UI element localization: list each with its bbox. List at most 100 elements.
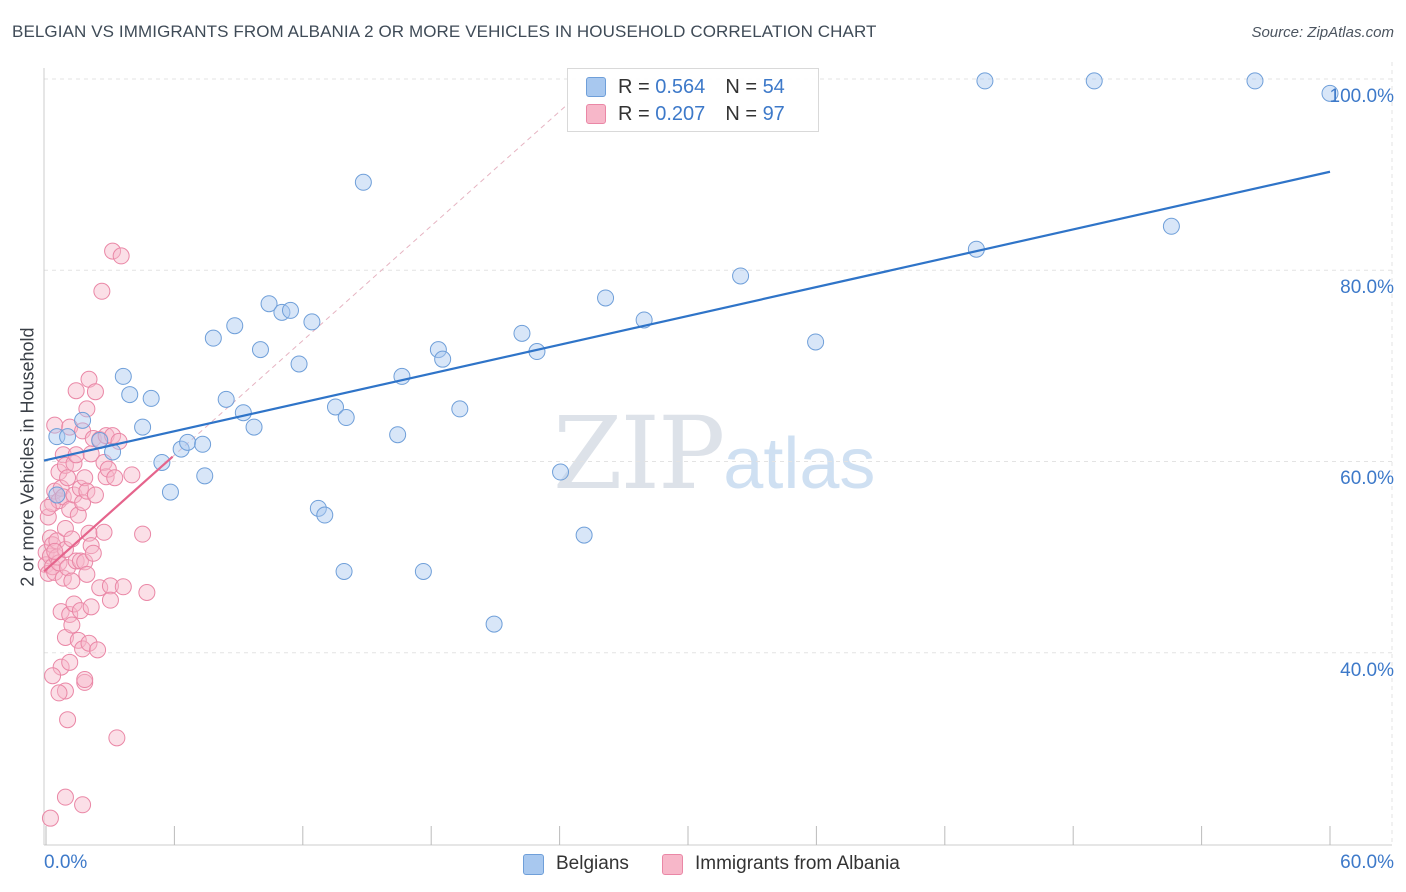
albania-point [63,530,81,548]
albania-point [91,579,109,597]
legend-row-belgians: R = 0.564 N = 54 [586,74,785,100]
belgian-point [48,486,66,504]
belgian-point [326,398,344,416]
albania-point [65,595,83,613]
belgian-point [161,483,179,501]
belgian-point [234,404,252,422]
correlation-legend: R = 0.564 N = 54 R = 0.207 N = 97 [567,68,819,132]
belgian-point [316,506,334,524]
belgian-point [290,355,308,373]
albania-points [37,242,156,827]
belgian-point [226,317,244,335]
belgian-point [104,443,122,461]
albania-point [61,653,79,671]
albania-point [114,578,132,596]
belgian-point [807,333,825,351]
albania-point [63,616,81,634]
albania-point [74,796,92,814]
albania-point [74,494,92,512]
albania-point [67,382,85,400]
n-label: N = [725,102,757,125]
albania-point [41,809,59,827]
albania-point [61,606,79,623]
albania-point [59,711,77,729]
albania-point [56,682,74,700]
albania-point [108,729,126,747]
belgian-point [513,324,531,342]
watermark-zip: ZIP [553,395,725,512]
albania-trend-line [43,455,174,573]
albania-point [44,667,62,685]
albania-point [52,658,70,676]
belgian-point [451,400,469,418]
albania-point [46,542,64,560]
r-label: R = [618,75,650,98]
albania-point [56,519,74,537]
belgian-point [172,440,190,458]
albania-r-value: 0.207 [655,102,706,125]
albania-point [71,602,89,620]
y-tick-label: 80.0% [1340,277,1394,298]
belgian-point [303,313,321,331]
belgians-legend-swatch [523,853,544,875]
belgian-point [575,526,593,544]
belgian-point [414,562,432,580]
albania-point [78,400,96,418]
albania-point [56,456,74,474]
belgian-point [142,389,160,407]
belgian-point [217,390,235,408]
belgian-point [179,433,197,451]
belgian-point [976,72,994,90]
albania-point [80,524,98,542]
albania-point [78,565,96,583]
albania-point [56,540,74,558]
belgian-point [114,367,132,385]
chart-title: BELGIAN VS IMMIGRANTS FROM ALBANIA 2 OR … [12,22,877,41]
belgians-r-value: 0.564 [655,75,706,98]
belgian-point [597,289,615,307]
belgian-point [1321,84,1339,102]
belgian-point [134,418,152,436]
albania-point [95,523,113,541]
belgian-point [194,435,212,453]
r-label: R = [618,102,650,125]
belgian-point [552,463,570,481]
albania-point [69,631,87,649]
albania-point [76,671,94,689]
belgian-point [337,409,355,427]
albania-point [106,469,124,487]
albania-legend-swatch [662,853,683,875]
belgian-point [1246,72,1264,90]
albania-point [134,525,152,543]
belgian-point [121,386,139,404]
albania-point [39,508,57,526]
albania-point [39,498,57,516]
n-label: N = [725,75,757,98]
albania-point [93,282,111,300]
albania-point [89,641,107,659]
albania-legend-label: Immigrants from Albania [695,853,900,874]
belgian-point [485,615,503,633]
albania-point [86,486,104,504]
belgian-point [204,329,222,347]
belgian-point [1085,72,1103,90]
albania-point [84,544,102,562]
belgian-point [732,267,750,285]
albania-point [123,466,141,484]
albania-point [99,460,117,478]
x-tick-label-min: 0.0% [44,852,88,873]
albania-point [82,598,100,616]
albania-point [74,640,92,658]
belgian-point [281,301,299,319]
belgian-point [260,295,278,313]
albania-point [86,383,104,401]
albania-swatch [586,104,606,124]
albania-point [138,584,156,602]
belgian-point [273,303,291,321]
belgian-point [335,562,353,580]
albania-point [50,463,68,481]
albania-point [84,430,102,448]
albania-point [101,591,119,609]
source-label: Source: ZipAtlas.com [1251,24,1394,41]
